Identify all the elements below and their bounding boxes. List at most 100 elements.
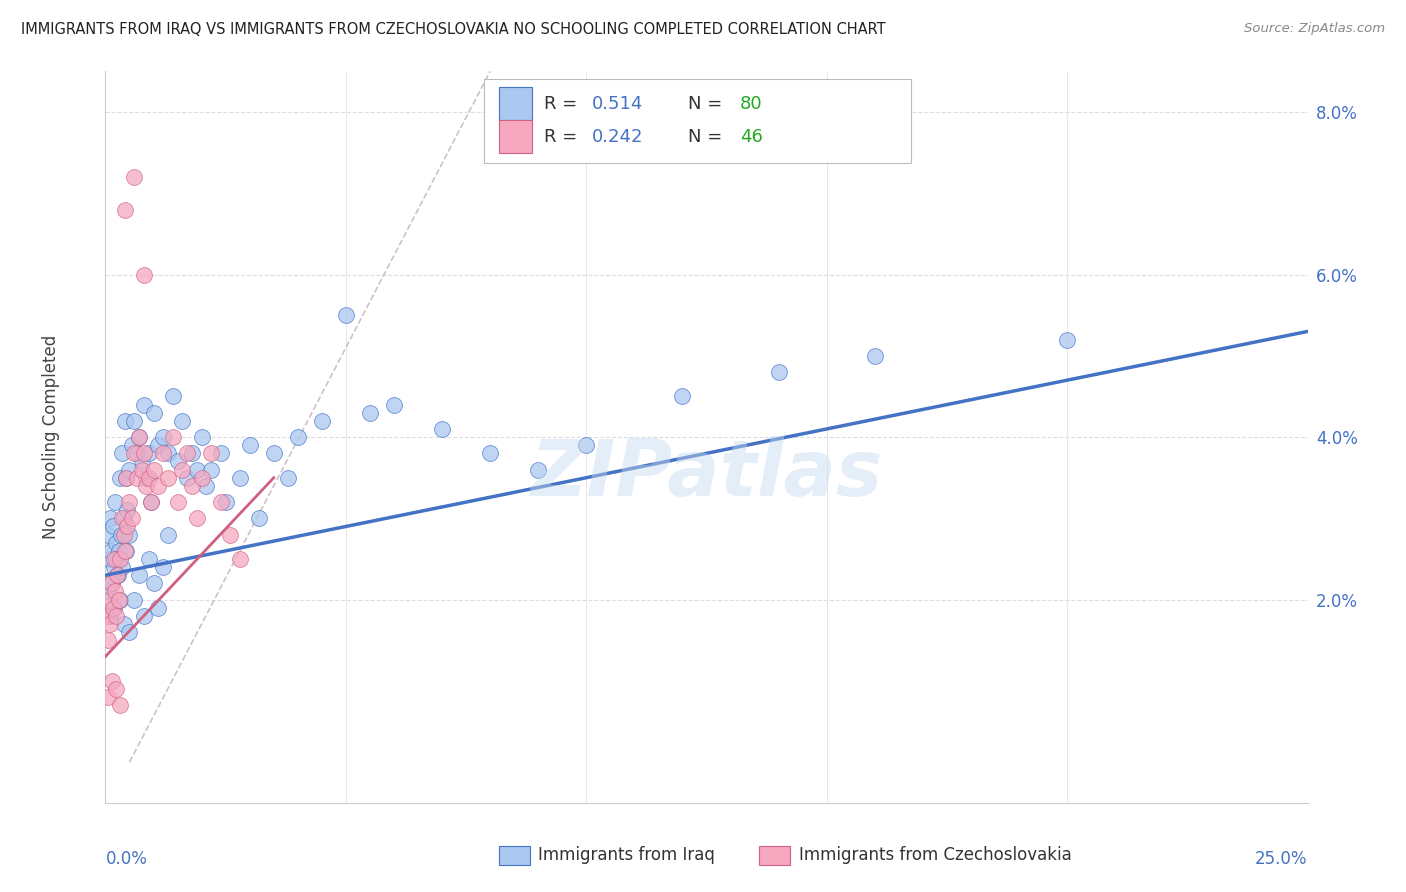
Text: 0.242: 0.242 (592, 128, 644, 146)
Text: No Schooling Completed: No Schooling Completed (42, 335, 60, 539)
Point (277, 471, 299, 485)
Point (166, 495, 188, 509)
Point (105, 535, 128, 549)
Point (430, 422, 453, 436)
Point (103, 552, 125, 566)
Point (101, 576, 124, 591)
Point (124, 414, 146, 428)
Point (98, 552, 121, 566)
Point (132, 398, 155, 412)
Point (152, 560, 174, 574)
Point (101, 519, 124, 533)
Text: 0.514: 0.514 (592, 95, 644, 113)
Text: 0.0%: 0.0% (105, 850, 148, 868)
Text: 25.0%: 25.0% (1256, 850, 1308, 868)
Point (200, 446, 222, 460)
Point (111, 511, 134, 525)
Point (138, 446, 160, 460)
Point (214, 495, 236, 509)
Point (114, 202, 136, 217)
Point (152, 430, 174, 444)
Bar (499, 87, 533, 120)
Text: N =: N = (689, 128, 728, 146)
Point (181, 446, 204, 460)
Point (132, 608, 155, 623)
Point (138, 552, 160, 566)
Point (382, 398, 405, 412)
Point (125, 471, 148, 485)
Point (121, 511, 143, 525)
Point (190, 471, 212, 485)
Point (108, 698, 131, 713)
Point (671, 389, 693, 403)
Point (115, 519, 138, 533)
Point (195, 479, 218, 493)
Point (114, 544, 136, 558)
Point (104, 584, 127, 599)
Point (114, 471, 136, 485)
Point (139, 495, 162, 509)
Point (98, 617, 121, 632)
Point (124, 169, 146, 184)
Point (148, 600, 170, 615)
Text: Immigrants from Iraq: Immigrants from Iraq (538, 847, 716, 864)
Text: R =: R = (544, 95, 583, 113)
Text: R =: R = (544, 128, 583, 146)
Point (97, 633, 120, 648)
Point (132, 268, 155, 282)
Point (142, 462, 165, 476)
Point (575, 438, 598, 452)
Point (104, 495, 127, 509)
Point (156, 471, 179, 485)
Point (105, 552, 128, 566)
Point (117, 527, 139, 541)
Point (152, 446, 174, 460)
Point (114, 544, 136, 558)
Point (114, 471, 136, 485)
Point (125, 446, 148, 460)
Point (1056, 333, 1078, 347)
Point (186, 462, 208, 476)
Point (172, 462, 194, 476)
Point (108, 592, 131, 607)
Point (142, 406, 165, 420)
Point (121, 438, 143, 452)
Point (111, 446, 134, 460)
Point (200, 462, 222, 476)
Point (209, 446, 232, 460)
Point (108, 544, 131, 558)
Point (156, 527, 179, 541)
Point (131, 454, 153, 468)
Text: IMMIGRANTS FROM IRAQ VS IMMIGRANTS FROM CZECHOSLOVAKIA NO SCHOOLING COMPLETED CO: IMMIGRANTS FROM IRAQ VS IMMIGRANTS FROM … (21, 22, 886, 37)
Point (527, 462, 550, 476)
Point (131, 462, 153, 476)
Point (112, 511, 135, 525)
Point (219, 527, 242, 541)
Point (135, 471, 157, 485)
Point (118, 462, 141, 476)
Point (100, 544, 122, 558)
Point (98, 608, 121, 623)
Point (128, 568, 150, 582)
Point (229, 471, 252, 485)
Point (108, 552, 131, 566)
Point (359, 406, 381, 420)
Point (101, 600, 124, 615)
Point (172, 414, 194, 428)
Bar (499, 120, 533, 153)
Point (176, 446, 198, 460)
Point (110, 527, 132, 541)
Point (107, 568, 129, 582)
Point (239, 438, 262, 452)
Point (108, 471, 131, 485)
Point (166, 454, 188, 468)
Point (103, 600, 125, 615)
Point (311, 414, 333, 428)
Point (97, 527, 120, 541)
Point (100, 576, 122, 591)
Point (190, 430, 212, 444)
Text: 80: 80 (740, 95, 763, 113)
Point (118, 495, 141, 509)
Point (768, 365, 790, 379)
Point (176, 471, 198, 485)
